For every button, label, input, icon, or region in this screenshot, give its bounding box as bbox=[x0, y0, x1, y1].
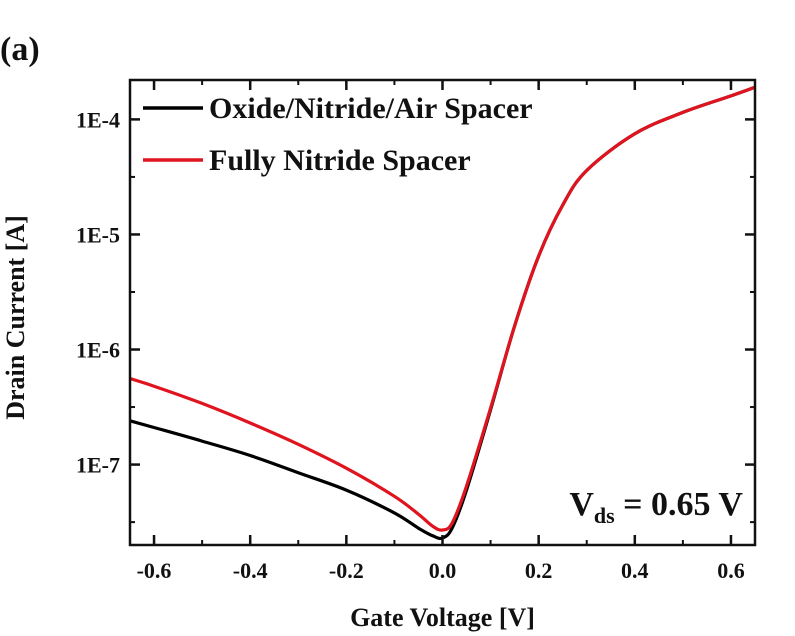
annotation-rest: = 0.65 V bbox=[615, 486, 744, 523]
x-tick-label: 0.2 bbox=[525, 558, 553, 583]
series-layer bbox=[129, 85, 756, 541]
x-tick-label: -0.2 bbox=[329, 558, 364, 583]
panel-label: (a) bbox=[0, 31, 40, 68]
tick-layer: -0.6 -0.4 -0.2 0.0 0.2 0.4 0.6 1E-7 1E-6 1E-5 1E-4 bbox=[76, 80, 755, 583]
y-tick-label: 1E-5 bbox=[76, 222, 120, 247]
y-tick-label: 1E-7 bbox=[76, 453, 120, 478]
legend-label-2: Fully Nitride Spacer bbox=[209, 144, 471, 177]
y-tick-label: 1E-4 bbox=[76, 107, 120, 132]
legend: Oxide/Nitride/Air Spacer Fully Nitride Sp… bbox=[143, 92, 533, 177]
x-tick-label: -0.6 bbox=[137, 558, 172, 583]
legend-label-1: Oxide/Nitride/Air Spacer bbox=[209, 92, 533, 125]
series-line-2 bbox=[129, 85, 756, 532]
x-tick-label: 0.4 bbox=[621, 558, 649, 583]
vds-annotation: Vds = 0.65 V bbox=[569, 486, 743, 528]
x-tick-label: 0.0 bbox=[429, 558, 457, 583]
annotation-main: V bbox=[569, 486, 594, 523]
x-tick-label: 0.6 bbox=[717, 558, 745, 583]
y-axis-title: Drain Current [A] bbox=[1, 215, 30, 420]
x-axis-title: Gate Voltage [V] bbox=[350, 603, 535, 632]
annotation-subscript: ds bbox=[594, 503, 615, 528]
x-tick-label: -0.4 bbox=[233, 558, 268, 583]
y-tick-label: 1E-6 bbox=[76, 338, 120, 363]
